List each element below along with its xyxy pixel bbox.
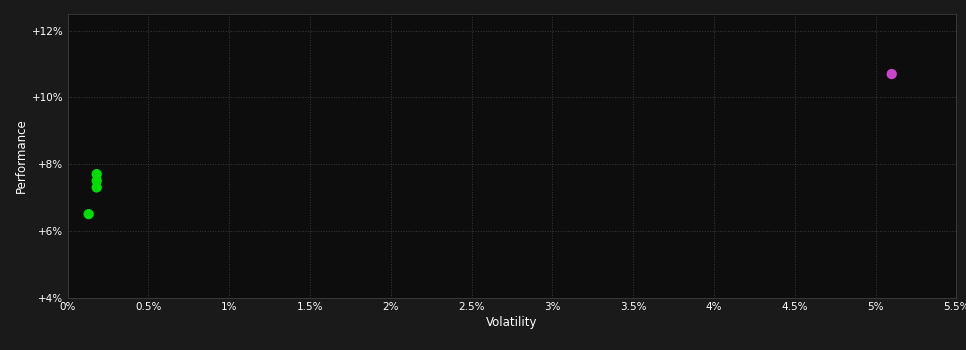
Point bbox=[81, 211, 97, 217]
Point bbox=[89, 185, 104, 190]
X-axis label: Volatility: Volatility bbox=[486, 316, 538, 329]
Y-axis label: Performance: Performance bbox=[14, 118, 28, 193]
Point bbox=[89, 178, 104, 183]
Point bbox=[884, 71, 899, 77]
Point bbox=[89, 171, 104, 177]
